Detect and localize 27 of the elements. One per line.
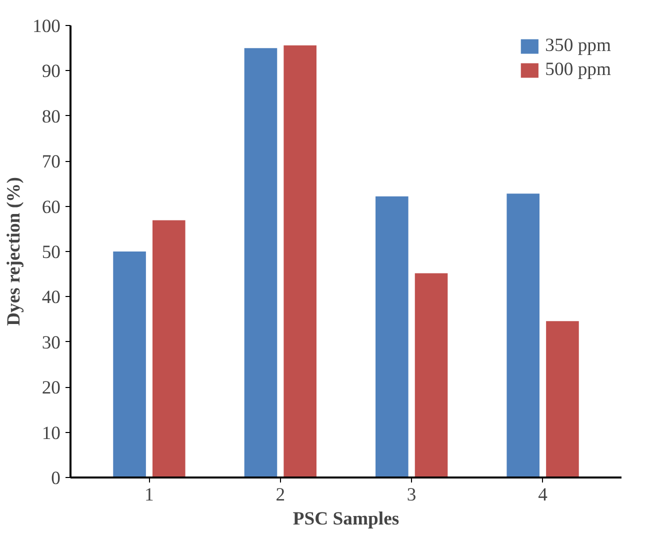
x-axis-title: PSC Samples [292,508,400,530]
y-tick-label: 10 [42,422,60,444]
bar [152,220,186,478]
legend-label: 350 ppm [545,35,611,57]
y-tick-label: 70 [42,152,60,173]
bar [506,194,540,478]
x-tick-label: 2 [276,484,286,506]
y-tick-label: 90 [42,61,60,82]
bar [414,273,448,478]
x-tick-label: 4 [538,484,548,506]
legend-label: 500 ppm [545,59,611,81]
y-tick-label: 40 [42,287,60,308]
bar [113,252,146,478]
x-tick-label: 3 [406,484,416,506]
x-tick-label: 1 [144,484,154,506]
y-tick-label: 60 [42,196,60,218]
y-tick-label: 20 [42,378,60,399]
bar [376,196,408,478]
y-axis-title: Dyes rejection (%) [4,177,25,326]
y-tick-label: 30 [42,332,60,354]
bar [284,45,316,478]
y-tick-label: 80 [42,106,60,128]
y-tick-label: 0 [51,468,60,489]
bar [546,321,579,478]
y-tick-label: 50 [42,242,60,263]
bar [244,48,278,478]
y-tick-label: 100 [32,16,60,37]
